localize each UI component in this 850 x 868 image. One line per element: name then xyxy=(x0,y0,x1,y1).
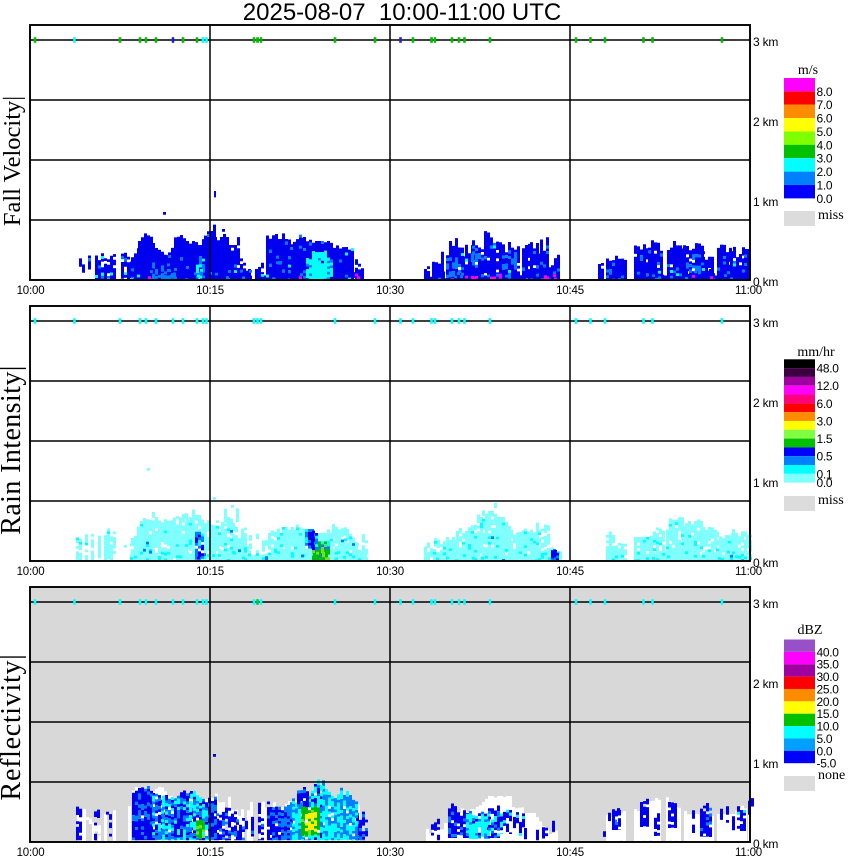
svg-text:Rain Intensity|: Rain Intensity| xyxy=(0,365,27,534)
svg-text:25.0: 25.0 xyxy=(817,683,840,697)
svg-text:3 km: 3 km xyxy=(753,35,778,49)
svg-text:3 km: 3 km xyxy=(753,597,778,611)
svg-text:0 km: 0 km xyxy=(753,556,778,570)
svg-text:11:00: 11:00 xyxy=(735,847,762,859)
svg-text:0.0: 0.0 xyxy=(817,192,833,206)
svg-text:Fall Velocity|: Fall Velocity| xyxy=(0,96,26,226)
svg-text:7.0: 7.0 xyxy=(817,98,833,112)
svg-text:0.0: 0.0 xyxy=(817,744,833,758)
svg-text:1.5: 1.5 xyxy=(817,432,833,446)
svg-text:40.0: 40.0 xyxy=(817,645,840,659)
svg-text:3.0: 3.0 xyxy=(817,415,833,429)
svg-text:10:45: 10:45 xyxy=(556,285,584,297)
svg-text:2 km: 2 km xyxy=(753,396,778,410)
svg-text:2025-08-07 10:00-11:00 UTC: 2025-08-07 10:00-11:00 UTC xyxy=(243,0,561,26)
svg-text:6.0: 6.0 xyxy=(817,112,833,126)
svg-text:6.0: 6.0 xyxy=(817,397,833,411)
svg-text:2 km: 2 km xyxy=(753,677,778,691)
svg-text:2.0: 2.0 xyxy=(817,165,833,179)
svg-text:3 km: 3 km xyxy=(753,316,778,330)
svg-text:48.0: 48.0 xyxy=(817,362,840,376)
svg-text:miss: miss xyxy=(818,493,844,508)
svg-text:10:15: 10:15 xyxy=(196,566,224,578)
svg-text:10:45: 10:45 xyxy=(556,847,584,859)
svg-text:11:00: 11:00 xyxy=(735,285,762,297)
svg-text:8.0: 8.0 xyxy=(817,85,833,99)
svg-text:1 km: 1 km xyxy=(753,195,778,209)
svg-text:15.0: 15.0 xyxy=(817,707,840,721)
svg-text:30.0: 30.0 xyxy=(817,670,840,684)
svg-text:10:15: 10:15 xyxy=(196,285,224,297)
svg-text:none: none xyxy=(818,768,845,783)
svg-text:miss: miss xyxy=(818,208,844,223)
svg-text:4.0: 4.0 xyxy=(817,138,833,152)
svg-text:mm/hr: mm/hr xyxy=(797,345,835,360)
svg-text:5.0: 5.0 xyxy=(817,125,833,139)
svg-text:2 km: 2 km xyxy=(753,115,778,129)
svg-text:10:00: 10:00 xyxy=(17,566,45,578)
svg-text:0.0: 0.0 xyxy=(817,476,833,490)
svg-text:0.5: 0.5 xyxy=(817,450,833,464)
svg-text:20.0: 20.0 xyxy=(817,695,840,709)
svg-text:dBZ: dBZ xyxy=(798,623,823,638)
svg-text:5.0: 5.0 xyxy=(817,732,833,746)
svg-text:10:00: 10:00 xyxy=(17,847,45,859)
svg-text:10.0: 10.0 xyxy=(817,720,840,734)
svg-text:Reflectivity|: Reflectivity| xyxy=(0,654,27,801)
svg-text:m/s: m/s xyxy=(798,63,818,78)
svg-text:10:00: 10:00 xyxy=(17,285,45,297)
svg-text:1.0: 1.0 xyxy=(817,179,833,193)
svg-text:3.0: 3.0 xyxy=(817,152,833,166)
svg-text:35.0: 35.0 xyxy=(817,658,840,672)
svg-text:10:45: 10:45 xyxy=(556,566,584,578)
svg-text:12.0: 12.0 xyxy=(817,379,840,393)
svg-text:10:30: 10:30 xyxy=(376,847,404,859)
svg-text:0 km: 0 km xyxy=(753,275,778,289)
svg-text:0.1: 0.1 xyxy=(817,467,833,481)
svg-text:0 km: 0 km xyxy=(753,837,778,851)
svg-text:1 km: 1 km xyxy=(753,476,778,490)
svg-text:10:30: 10:30 xyxy=(376,285,404,297)
svg-text:11:00: 11:00 xyxy=(735,566,762,578)
svg-text:-5.0: -5.0 xyxy=(817,757,837,771)
svg-text:10:30: 10:30 xyxy=(376,566,404,578)
svg-text:1 km: 1 km xyxy=(753,757,778,771)
svg-text:10:15: 10:15 xyxy=(196,847,224,859)
